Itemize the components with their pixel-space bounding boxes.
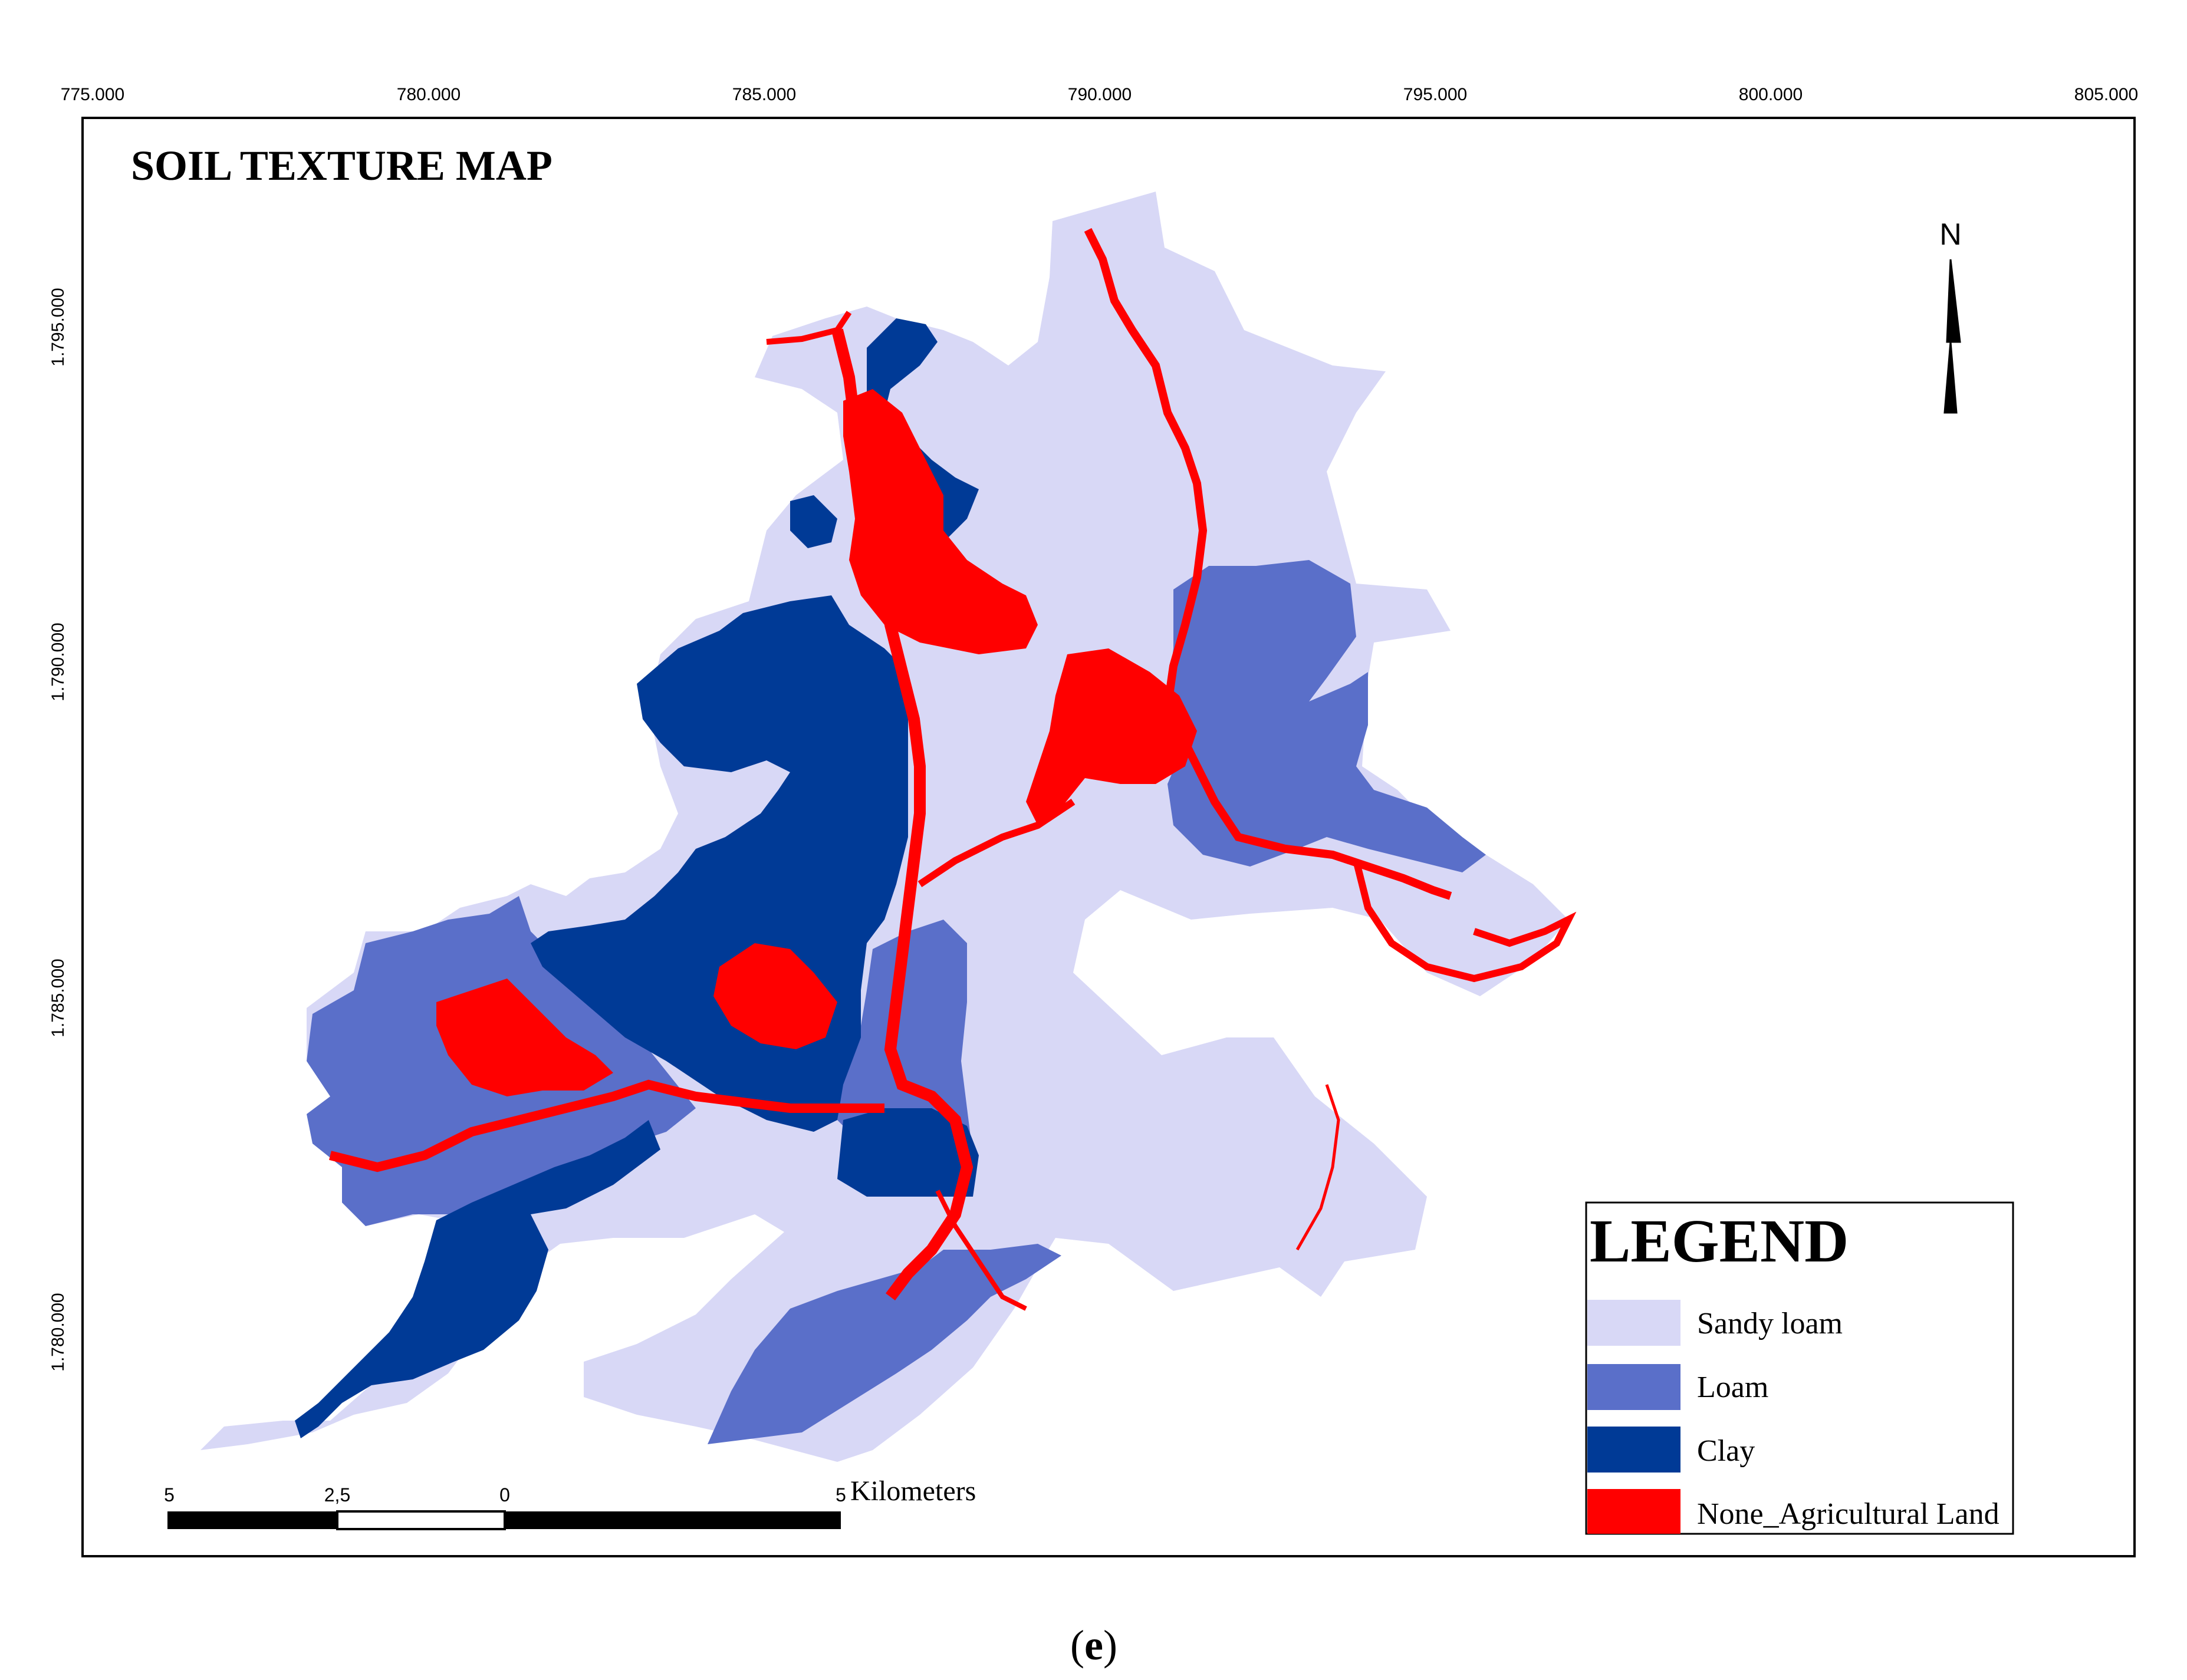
y-axis-ticks: 1.795.000 1.790.000 1.785.000 1.780.000 (48, 288, 68, 1371)
legend-label-loam: Loam (1697, 1371, 1768, 1404)
non-ag-connector (917, 799, 1076, 887)
legend: LEGEND Sandy loam Loam Clay None_Agricul… (1585, 1201, 2014, 1535)
y-tick-label: 1.785.000 (48, 958, 68, 1037)
x-tick-label: 785.000 (732, 85, 796, 104)
non-agricultural-land (329, 228, 1577, 1311)
scale-label: 2,5 (324, 1484, 350, 1506)
x-tick-label: 790.000 (1068, 85, 1132, 104)
legend-label-sandy-loam: Sandy loam (1697, 1307, 1843, 1340)
loam-region-south (708, 1244, 1061, 1444)
caption-open: ( (1070, 1622, 1084, 1669)
legend-label-non-agricultural: None_Agricultural Land (1697, 1497, 1999, 1531)
caption-letter: e (1084, 1622, 1103, 1669)
non-ag-river-south (935, 1190, 1027, 1311)
non-ag-north-blob (843, 389, 1038, 654)
scale-segment-light (336, 1510, 506, 1530)
non-ag-river-northeast (1084, 228, 1452, 900)
scale-segment-dark (167, 1511, 337, 1529)
non-ag-river-southeast (1295, 1084, 1340, 1251)
legend-swatch-sandy-loam (1587, 1300, 1680, 1346)
soil-map (200, 192, 1577, 1462)
y-tick-label: 1.795.000 (48, 288, 68, 366)
clay-region-block (837, 1108, 979, 1197)
x-tick-label: 800.000 (1739, 85, 1803, 104)
clay-region-northwest (790, 495, 837, 548)
non-ag-loop-east (1353, 859, 1577, 983)
figure-caption: (e) (1070, 1622, 1117, 1669)
clay-region-southwest (295, 1120, 660, 1438)
north-arrow-icon (1943, 259, 1961, 414)
scale-segment-dark (505, 1511, 841, 1529)
scale-bar: 5 2,5 0 5 Kilometers (164, 1475, 976, 1530)
legend-title: LEGEND (1590, 1207, 1849, 1275)
non-ag-river-west (329, 1079, 884, 1172)
scale-label: 5 (836, 1484, 846, 1506)
scale-label: 0 (499, 1484, 510, 1506)
map-title: SOIL TEXTURE MAP (131, 142, 552, 189)
x-tick-label: 775.000 (61, 85, 124, 104)
x-tick-label: 780.000 (397, 85, 461, 104)
loam-region-east (1168, 560, 1486, 872)
non-ag-central-blob (1026, 648, 1197, 825)
scale-units: Kilometers (850, 1475, 976, 1507)
y-tick-label: 1.790.000 (48, 622, 68, 701)
legend-swatch-loam (1587, 1364, 1680, 1410)
legend-swatch-non-agricultural (1587, 1489, 1680, 1534)
non-ag-north-strip (766, 311, 852, 345)
north-arrow-label: N (1939, 218, 1962, 252)
legend-label-clay: Clay (1697, 1434, 1755, 1468)
non-ag-west-blob (436, 979, 613, 1096)
legend-swatch-clay (1587, 1427, 1680, 1473)
non-ag-south-blob (713, 943, 837, 1049)
non-ag-corridor (831, 328, 974, 1300)
caption-close: ) (1103, 1622, 1117, 1669)
north-arrow: N (1939, 218, 1962, 414)
x-tick-label: 805.000 (2074, 85, 2138, 104)
y-tick-label: 1.780.000 (48, 1293, 68, 1371)
x-tick-label: 795.000 (1403, 85, 1467, 104)
x-axis-ticks: 775.000 780.000 785.000 790.000 795.000 … (61, 85, 2138, 104)
scale-label: 5 (164, 1484, 175, 1506)
